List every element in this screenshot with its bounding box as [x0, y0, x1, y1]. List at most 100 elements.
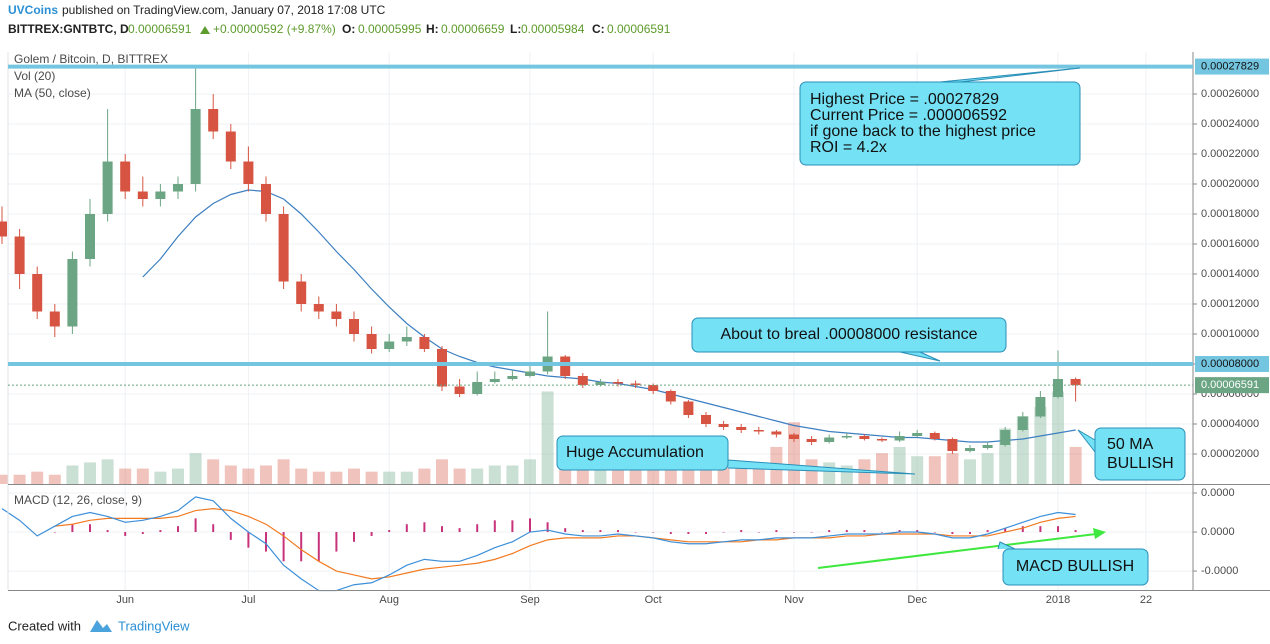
- y-tick-label: 0.0000: [1201, 487, 1235, 499]
- pane-title: MACD (12, 26, close, 9): [14, 493, 142, 507]
- candle-body: [137, 191, 148, 199]
- histogram-bar: [863, 530, 866, 533]
- signal-line: [54, 508, 1076, 580]
- candle-body: [225, 131, 236, 162]
- histogram-bar: [916, 530, 919, 533]
- candle-body: [771, 431, 782, 435]
- candle-body: [384, 341, 395, 349]
- histogram-bar: [951, 532, 954, 534]
- x-tick-label: Aug: [379, 594, 399, 606]
- volume-bar: [911, 456, 924, 484]
- ma-line: [142, 189, 1076, 443]
- callout-pointer: [1077, 429, 1096, 453]
- published: published on TradingView.com, January 07…: [62, 3, 386, 17]
- last-price-box: [1195, 377, 1269, 394]
- ohlc-label: O:: [342, 22, 355, 36]
- volume-bar: [1034, 406, 1047, 484]
- histogram-bar: [1039, 526, 1042, 533]
- histogram-bar: [265, 532, 267, 552]
- candle-body: [437, 349, 447, 387]
- volume-bar: [418, 468, 431, 484]
- volume-bar: [207, 459, 220, 484]
- histogram-bar: [124, 532, 127, 536]
- candle-body: [32, 274, 43, 312]
- volume-bar: [13, 474, 26, 484]
- volume-bar: [31, 471, 44, 484]
- candle-body: [982, 445, 993, 448]
- footer-brand[interactable]: TradingView: [118, 618, 190, 633]
- histogram-bar: [141, 532, 144, 534]
- volume-bar: [348, 468, 360, 484]
- volume-bar: [295, 468, 308, 484]
- candle-body: [14, 236, 25, 274]
- volume-bar: [524, 459, 536, 484]
- callout-text: 50 MA: [1107, 436, 1154, 453]
- callout-box: [799, 81, 1081, 166]
- volume-bar: [48, 474, 61, 484]
- histogram-bar: [898, 530, 901, 533]
- volume-bar: [964, 459, 976, 484]
- author[interactable]: UVCoins: [8, 3, 58, 17]
- callout-box: [556, 435, 729, 471]
- level-label: 0.00027829: [1201, 60, 1259, 72]
- histogram-bar: [1021, 526, 1024, 533]
- candle-body: [824, 437, 835, 442]
- candle-body: [1070, 379, 1081, 386]
- candle-body: [349, 319, 359, 334]
- histogram-bar: [722, 532, 725, 533]
- volume-bar: [365, 471, 378, 484]
- callout-text: ROI = 4.2x: [810, 139, 887, 156]
- candle-body: [525, 371, 535, 376]
- grid: [8, 52, 1193, 590]
- y-tick-label: 0.00018000: [1201, 208, 1259, 220]
- volume-bar: [277, 459, 290, 484]
- volume-bar: [928, 456, 941, 484]
- histogram-bar: [1057, 526, 1059, 533]
- candle-body: [753, 430, 764, 432]
- ohlc-value: 0.00006659: [441, 22, 505, 36]
- volume-bar: [647, 468, 660, 484]
- candle-body: [1035, 397, 1046, 417]
- histogram-bar: [353, 532, 355, 542]
- volume-bar: [172, 468, 184, 484]
- volume-bar: [735, 465, 748, 484]
- price: 0.00006591: [128, 22, 192, 36]
- candle-body: [0, 221, 7, 237]
- callout-pointer: [939, 67, 1081, 83]
- histogram-bar: [581, 530, 584, 533]
- histogram-bar: [458, 528, 461, 533]
- histogram-bar: [511, 520, 514, 533]
- histogram-bar: [89, 524, 91, 533]
- ohlc-value: 0.00005984: [521, 22, 585, 36]
- candle-body: [683, 401, 694, 415]
- candle-body: [1053, 379, 1063, 397]
- candle-body: [120, 161, 131, 192]
- candle-body: [630, 383, 641, 385]
- histogram-bar: [564, 528, 567, 533]
- candle-body: [648, 385, 659, 391]
- volume-bar: [893, 446, 906, 484]
- histogram-bar: [53, 532, 56, 533]
- y-tick-label: 0.00014000: [1201, 268, 1259, 280]
- volume-bar: [136, 468, 149, 484]
- histogram-bar: [300, 532, 303, 562]
- candle-body: [190, 109, 201, 184]
- candle-body: [331, 311, 342, 319]
- candle-body: [718, 424, 729, 427]
- level-label-box: [1195, 58, 1269, 75]
- volume-bar: [66, 465, 79, 484]
- candle-body: [366, 334, 377, 349]
- y-tick-label: -0.0000: [1201, 565, 1238, 577]
- candle-body: [912, 433, 923, 436]
- volume-bar: [981, 453, 994, 484]
- volume-bar: [84, 462, 96, 484]
- volume-bar: [330, 471, 343, 484]
- macd-line: [1, 496, 1076, 592]
- y-tick-label: 0.00002000: [1201, 448, 1259, 460]
- histogram-bar: [229, 532, 232, 540]
- histogram-bar: [71, 524, 74, 533]
- histogram-bar: [159, 530, 162, 533]
- histogram-bar: [247, 532, 250, 548]
- candle-body: [278, 214, 289, 282]
- volume-bar: [506, 465, 519, 484]
